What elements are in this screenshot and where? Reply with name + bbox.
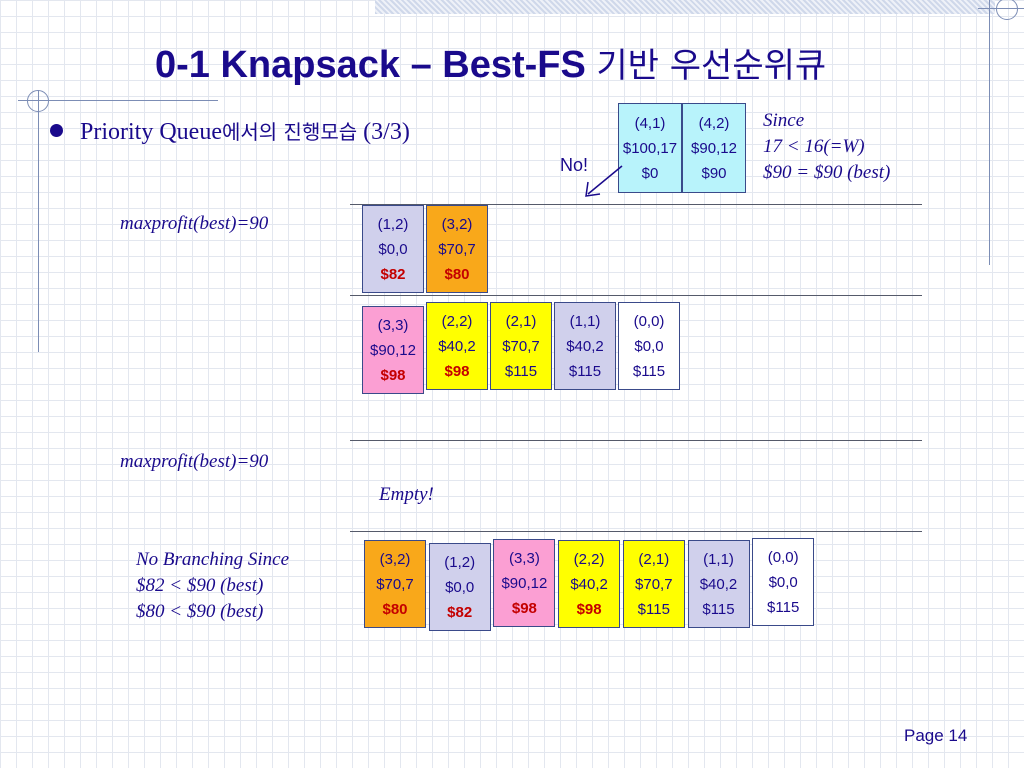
node-label: (0,0) [633, 312, 665, 330]
no-branching-line-3: $80 < $90 (best) [136, 601, 264, 622]
no-branching-note: No Branching Since $82 < $90 (best) $80 … [136, 547, 289, 625]
queue-node: (2,2) $40,2 $98 [426, 302, 488, 390]
separator-line-2 [350, 295, 922, 296]
queue-node: (4,2) $90,12 $90 [682, 103, 746, 193]
decorative-left-horizontal-line [18, 100, 218, 101]
node-label: (3,2) [379, 550, 411, 568]
bullet-icon [50, 124, 63, 137]
node-label: (1,2) [377, 215, 409, 233]
node-value: $70,7 [376, 575, 414, 593]
queue-node: (3,2) $70,7 $80 [426, 205, 488, 293]
no-label: No! [560, 155, 589, 175]
node-bound: $115 [504, 362, 538, 380]
node-value: $40,2 [699, 575, 738, 593]
queue-node: (3,2) $70,7 $80 [364, 540, 426, 628]
queue-node: (1,2) $0,0 $82 [362, 205, 424, 293]
maxprofit-label-1: maxprofit(best)=90 [120, 213, 269, 234]
subtitle-korean: 에서의 진행모습 [221, 120, 358, 144]
queue-node: (2,2) $40,2 $98 [558, 540, 621, 628]
node-bound: $90 [701, 164, 727, 182]
queue-node: (0,0) $0,0 $115 [618, 302, 680, 390]
subtitle-prefix: Priority Queue [80, 119, 222, 145]
slide-title-main: 0-1 Knapsack – Best-FS [155, 44, 586, 86]
node-value: $40,2 [570, 575, 608, 593]
node-bound: $82 [447, 603, 473, 621]
node-bound: $80 [382, 600, 408, 618]
node-value: $100,17 [622, 139, 678, 157]
node-value: $70,7 [635, 575, 673, 593]
no-branching-line-2: $82 < $90 (best) [136, 575, 264, 596]
queue-node: (2,1) $70,7 $115 [622, 540, 685, 628]
queue-node: (4,1) $100,17 $0 [618, 103, 682, 193]
node-value: $40,2 [566, 337, 604, 355]
decorative-right-vertical-line [989, 0, 990, 265]
node-value: $70,7 [502, 337, 540, 355]
node-label: (1,1) [703, 550, 734, 568]
queue-node: (0,0) $0,0 $115 [752, 538, 815, 626]
node-bound: $0 [641, 164, 659, 182]
queue-node: (3,3) $90,12 $98 [493, 539, 556, 627]
empty-label: Empty! [379, 484, 434, 505]
node-value: $0,0 [378, 240, 408, 258]
node-bound: $115 [637, 600, 670, 618]
node-value: $0,0 [445, 578, 475, 596]
separator-line-3 [350, 440, 922, 441]
since-note-line-3: $90 = $90 (best) [763, 162, 891, 183]
subtitle-suffix: (3/3) [357, 119, 410, 145]
node-label: (3,2) [441, 215, 473, 233]
no-arrow-icon [585, 165, 623, 197]
page-number: Page 14 [904, 726, 968, 745]
queue-node: (3,3) $90,12 $98 [362, 306, 424, 394]
slide-title: 0-1 Knapsack – Best-FS 기반 우선순위큐 [155, 38, 826, 87]
decorative-left-vertical-line [38, 90, 39, 352]
node-label: (2,2) [441, 312, 473, 330]
node-value: $40,2 [438, 337, 476, 355]
node-label: (3,3) [508, 549, 540, 567]
node-label: (1,1) [569, 312, 601, 330]
no-arrow-head [585, 181, 601, 197]
node-bound: $82 [380, 265, 406, 283]
node-value: $70,7 [438, 240, 476, 258]
since-note-line-2: 17 < 16(=W) [763, 136, 865, 157]
node-label: (4,1) [634, 114, 666, 132]
node-bound: $115 [632, 362, 666, 380]
node-bound: $115 [767, 598, 800, 616]
queue-node: (1,2) $0,0 $82 [428, 543, 491, 631]
queue-node: (1,1) $40,2 $115 [687, 540, 750, 628]
node-value: $90,12 [501, 574, 548, 592]
node-label: (2,2) [573, 550, 605, 568]
node-label: (2,1) [505, 312, 537, 330]
separator-line-4 [350, 531, 922, 532]
node-label: (2,1) [638, 550, 670, 568]
decorative-right-circle [996, 0, 1018, 20]
slide-title-korean: 기반 우선순위큐 [596, 46, 827, 86]
queue-node: (1,1) $40,2 $115 [554, 302, 616, 390]
decorative-hatched-band [375, 0, 995, 14]
subtitle: Priority Queue에서의 진행모습 (3/3) [80, 116, 410, 146]
separator-line-1 [350, 204, 922, 205]
node-bound: $98 [380, 366, 406, 384]
node-label: (4,2) [698, 114, 730, 132]
node-value: $90,12 [370, 341, 416, 359]
node-bound: $98 [511, 599, 537, 617]
no-arrow-shaft [587, 165, 623, 195]
since-note: Since 17 < 16(=W) $90 = $90 (best) [763, 108, 890, 186]
node-label: (1,2) [444, 553, 476, 571]
node-value: $0,0 [768, 573, 798, 591]
node-bound: $98 [444, 362, 470, 380]
no-branching-line-1: No Branching Since [136, 549, 290, 570]
node-value: $0,0 [634, 337, 664, 355]
decorative-left-circle [27, 90, 49, 112]
queue-node: (2,1) $70,7 $115 [490, 302, 552, 390]
node-bound: $115 [702, 600, 735, 618]
node-label: (3,3) [377, 316, 409, 334]
maxprofit-label-2: maxprofit(best)=90 [120, 451, 269, 472]
node-bound: $80 [444, 265, 470, 283]
node-bound: $115 [568, 362, 602, 380]
since-note-line-1: Since [763, 110, 805, 131]
node-label: (0,0) [767, 548, 799, 566]
node-bound: $98 [576, 600, 602, 618]
node-value: $90,12 [691, 139, 737, 157]
